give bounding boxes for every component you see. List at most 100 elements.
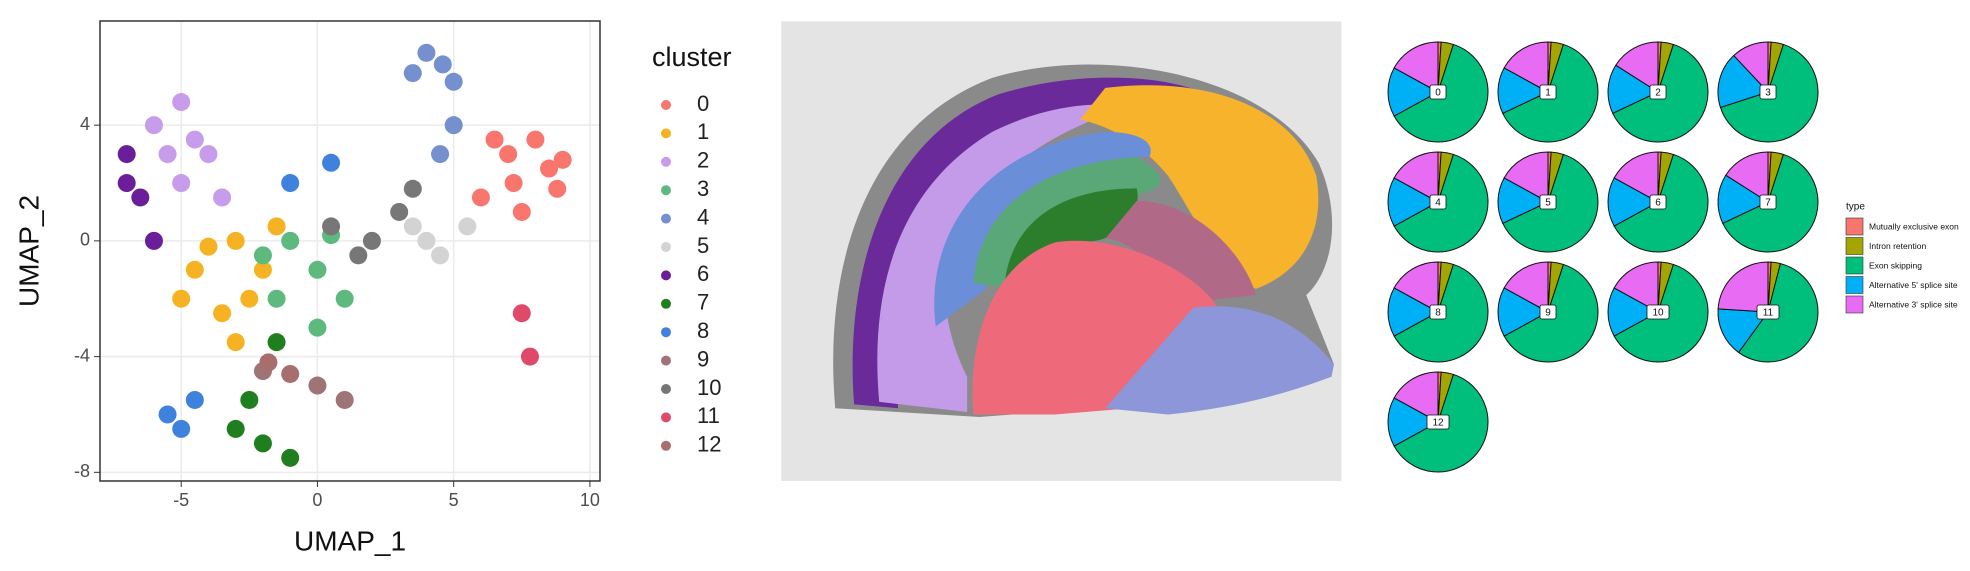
legend-label: 6: [697, 261, 709, 286]
point: [433, 55, 452, 74]
legend-key: [661, 242, 671, 252]
y-tick-label: 4: [80, 114, 90, 134]
pie-slice: [1497, 287, 1550, 337]
point: [131, 188, 150, 207]
point: [199, 145, 218, 164]
point: [417, 231, 436, 250]
pie-label: 12: [1432, 418, 1444, 429]
y-tick-label: -8: [74, 461, 90, 481]
legend-label: 7: [697, 290, 709, 315]
legend-key: [661, 327, 671, 338]
point: [281, 364, 300, 383]
pie-slice: [1733, 41, 1769, 94]
point: [267, 333, 286, 352]
legend-label: 5: [697, 233, 709, 258]
pie-slice: [1607, 287, 1660, 337]
pie-slice: [1387, 67, 1440, 117]
pie-label: 4: [1435, 198, 1441, 209]
point: [144, 116, 163, 135]
pie-label: 2: [1655, 88, 1661, 99]
point: [322, 217, 341, 236]
tissue-region: [852, 77, 1206, 409]
pie-label-box: [1429, 304, 1447, 320]
pie-label-box: [1756, 304, 1780, 320]
pie-label: 7: [1765, 198, 1771, 209]
point: [553, 150, 572, 169]
point: [403, 64, 422, 83]
point: [403, 179, 422, 198]
pie-slice: [1503, 151, 1549, 203]
point: [281, 231, 300, 250]
point: [144, 231, 163, 250]
point: [172, 174, 191, 193]
point: [185, 390, 204, 409]
pie-label-box: [1429, 194, 1447, 210]
legend-key: [1845, 276, 1864, 294]
point: [431, 246, 450, 265]
pie-slice: [1393, 151, 1439, 203]
plot-border: [99, 20, 601, 482]
pie-slice: [1717, 174, 1770, 224]
point: [526, 130, 545, 149]
pie-label-box: [1646, 304, 1670, 320]
pie-label-box: [1426, 414, 1450, 430]
point: [520, 347, 539, 366]
legend-key: [661, 213, 671, 224]
point: [117, 145, 136, 164]
legend-label: 11: [697, 403, 720, 428]
legend-title: cluster: [652, 42, 732, 72]
pie-slice: [1393, 371, 1439, 423]
point: [308, 260, 327, 279]
legend-label: Alternative 5' splice site: [1869, 280, 1958, 290]
pie-label: 1: [1545, 88, 1551, 99]
point: [335, 390, 354, 409]
legend-key: [661, 270, 671, 281]
x-tick-label: -5: [173, 490, 189, 510]
legend-label: 12: [697, 432, 721, 457]
legend-key: [661, 384, 671, 394]
point: [213, 304, 232, 323]
pie-label: 9: [1545, 308, 1551, 319]
pie-slice: [1717, 261, 1769, 313]
point: [512, 304, 531, 323]
legend-key: [1845, 295, 1864, 314]
pie-label: 0: [1435, 88, 1441, 99]
legend-key: [1845, 256, 1864, 275]
tissue-image: [781, 21, 1342, 482]
tissue-region: [1080, 85, 1319, 289]
legend-key: [1845, 217, 1864, 236]
point: [199, 237, 218, 256]
legend-key: [1845, 237, 1864, 255]
point: [281, 448, 300, 467]
x-tick-label: 5: [449, 490, 459, 510]
legend-label: 3: [697, 176, 709, 201]
legend-title: type: [1846, 202, 1865, 213]
point: [226, 231, 245, 250]
legend-label: 2: [697, 148, 709, 173]
pie-label: 10: [1652, 308, 1664, 319]
point: [172, 93, 191, 112]
point: [540, 159, 559, 178]
point: [322, 153, 341, 172]
point: [335, 289, 354, 308]
pie-label-box: [1649, 84, 1667, 100]
point: [281, 174, 300, 193]
legend-label: 4: [697, 204, 709, 229]
point: [253, 246, 272, 265]
legend-key: [661, 440, 671, 451]
pie-slice: [1387, 177, 1440, 227]
point: [158, 405, 177, 424]
pie-slice: [1613, 151, 1659, 203]
point: [267, 289, 286, 308]
pie-slice: [1503, 41, 1549, 93]
point: [185, 260, 204, 279]
legend-key: [661, 156, 671, 167]
point: [458, 217, 477, 236]
pie-label-box: [1429, 84, 1447, 100]
pie-slice: [1393, 261, 1439, 313]
point: [240, 390, 259, 409]
legend-label: 1: [697, 119, 709, 144]
pie-slice: [1607, 64, 1660, 114]
point: [471, 188, 490, 207]
